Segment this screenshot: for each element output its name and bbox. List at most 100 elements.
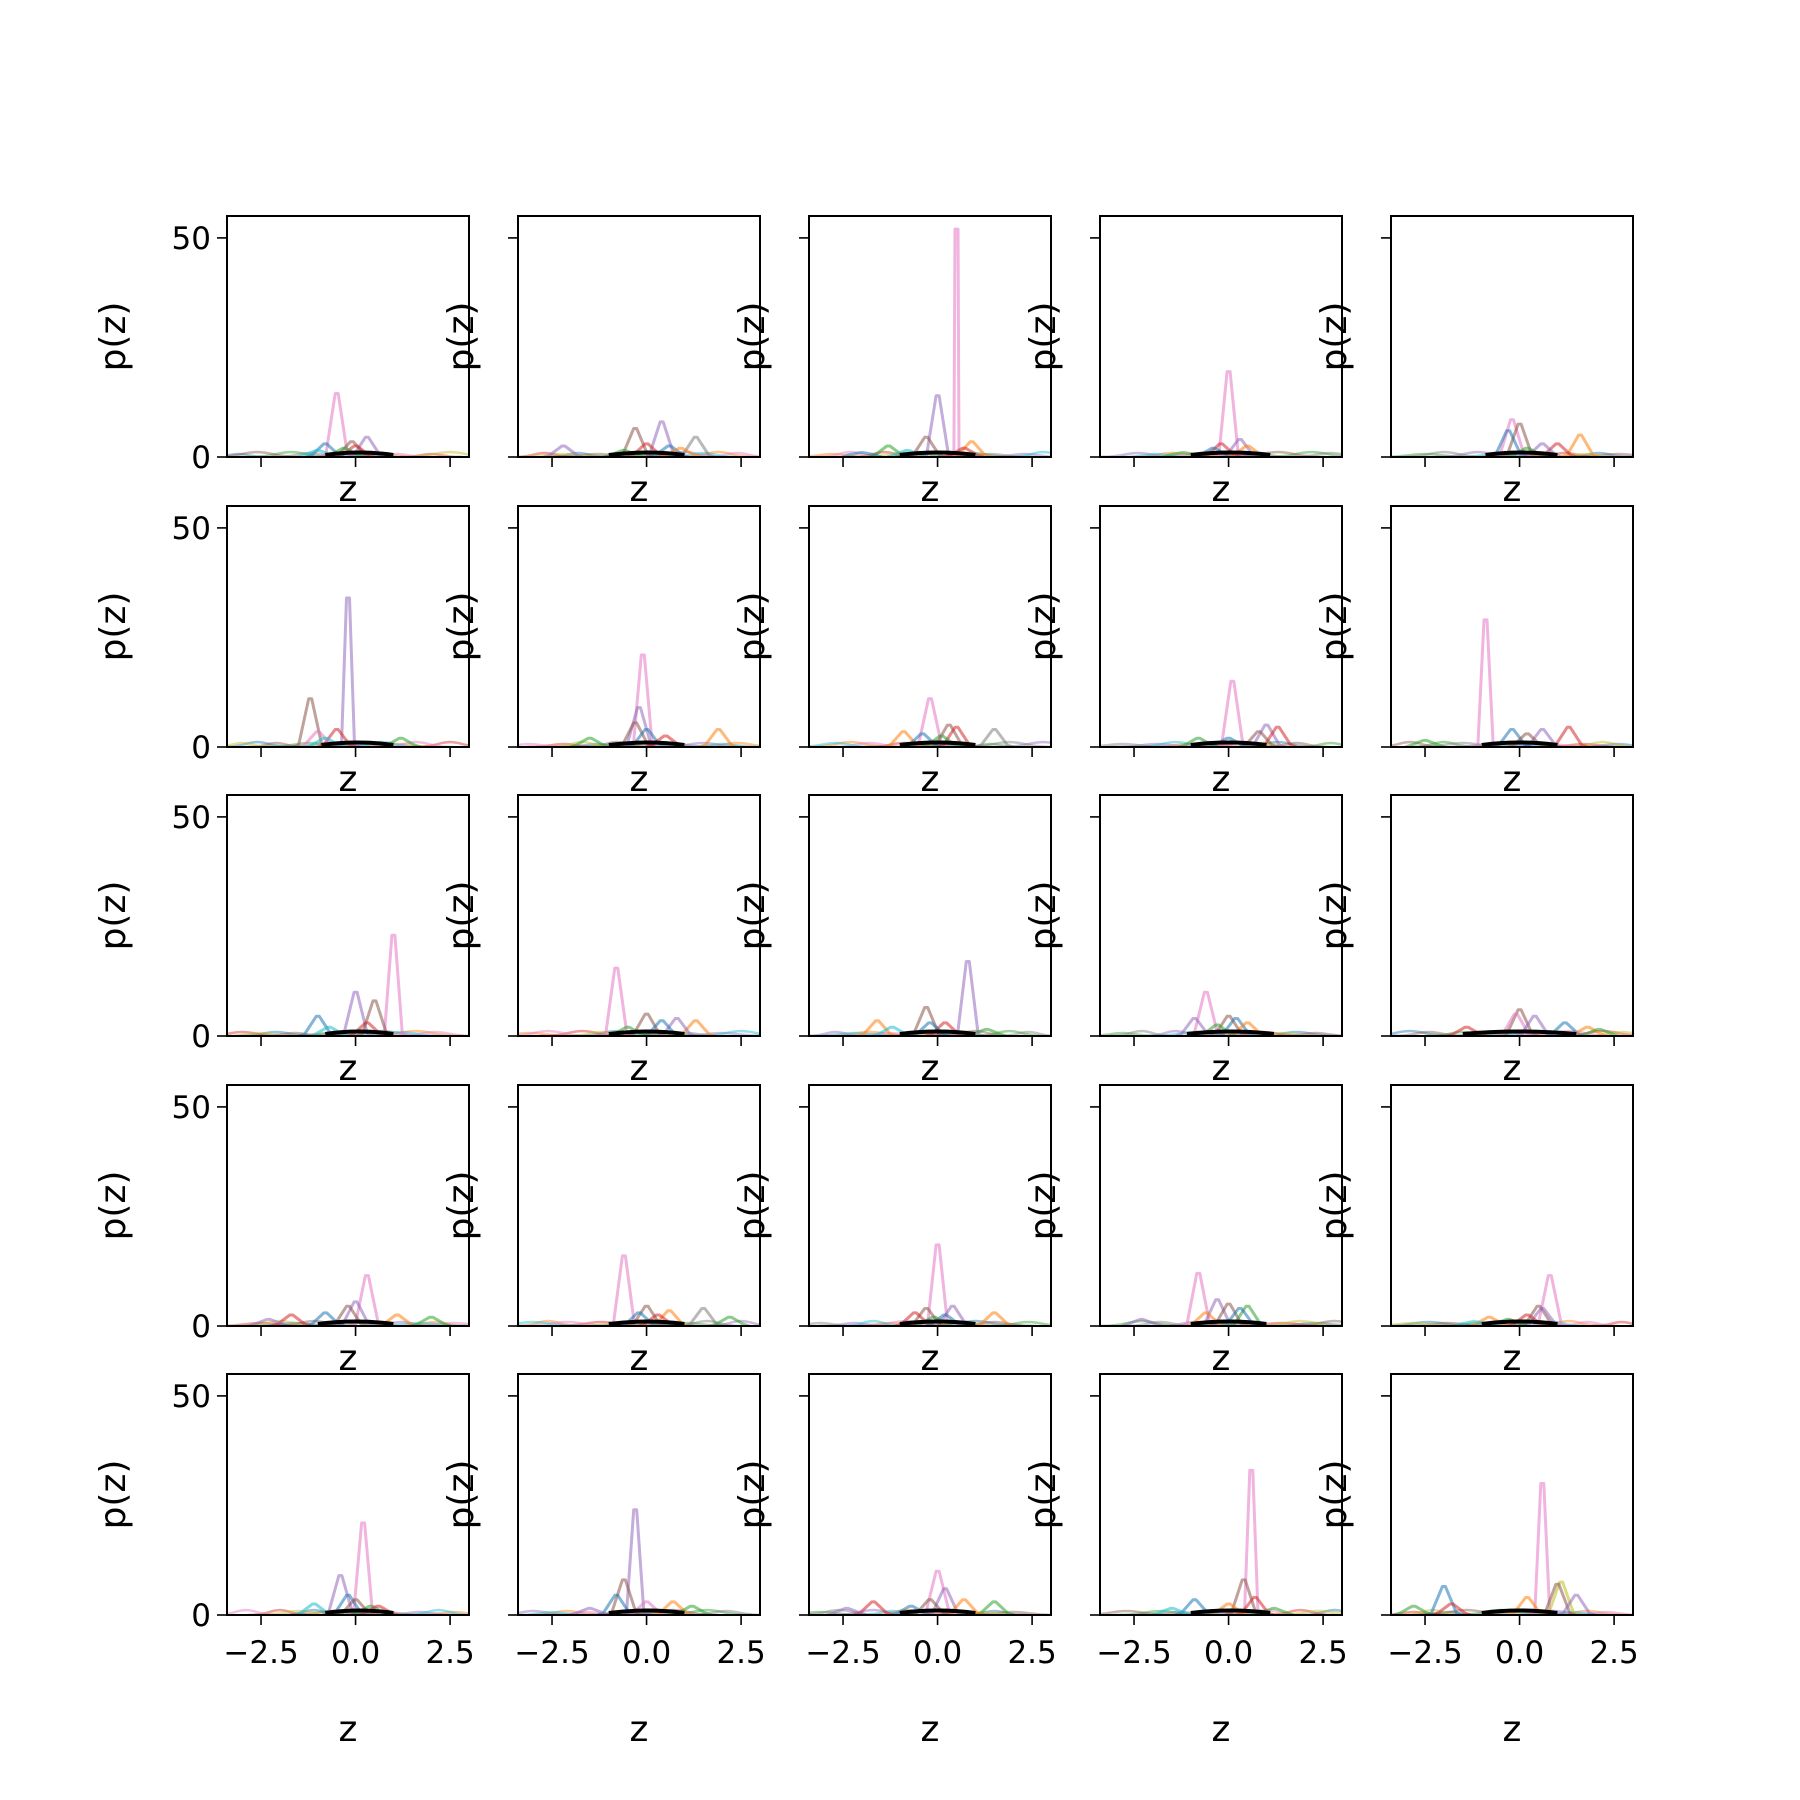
y-tick-label: 0 [191, 1019, 211, 1055]
subplot-5-2: −2.5 0.0 2.5 p(z) z [441, 1373, 766, 1750]
y-axis-label: p(z) [93, 881, 134, 951]
posterior-spike [569, 736, 610, 747]
y-tick-label: 50 [172, 221, 211, 257]
posterior-spike [887, 448, 928, 457]
posterior-spike [891, 1604, 932, 1615]
y-axis-label: p(z) [441, 1171, 482, 1241]
subplot-4-2: p(z) z [441, 1084, 761, 1379]
x-axis-label: z [630, 1338, 649, 1379]
y-tick-label: 0 [191, 1598, 211, 1634]
y-tick-label: 50 [172, 800, 211, 836]
axes-frame [517, 215, 761, 458]
y-tick-label: 0 [191, 1309, 211, 1345]
posterior-spike [569, 1606, 610, 1615]
x-axis-label: z [1212, 759, 1231, 800]
posterior-spike [1578, 1027, 1620, 1036]
x-axis-label: z [630, 469, 649, 510]
x-axis-label: z [1503, 469, 1522, 510]
x-tick-label: −2.5 [1387, 1635, 1462, 1671]
axes-frame [1099, 794, 1343, 1037]
subplot-2-2: p(z) z [441, 505, 761, 800]
y-axis-label: p(z) [1314, 302, 1355, 372]
axes-frame [808, 215, 1052, 458]
posterior-spike [1545, 1021, 1585, 1036]
posterior-spike [305, 736, 346, 747]
subplot-3-4: p(z) z [1023, 794, 1343, 1089]
posterior-spike [271, 1313, 312, 1326]
y-axis-label: p(z) [732, 1171, 773, 1241]
y-axis-label: p(z) [732, 881, 773, 951]
y-axis-label: p(z) [93, 302, 134, 372]
subplot-1-3: p(z) z [732, 215, 1052, 510]
posterior-spike [305, 1311, 346, 1326]
x-tick-label: 2.5 [425, 1635, 474, 1671]
y-axis-label: p(z) [732, 592, 773, 662]
y-axis-label: p(z) [1023, 302, 1064, 372]
posterior-spike [1209, 1302, 1248, 1326]
x-axis-label: z [921, 1709, 940, 1750]
x-axis-label: z [1503, 1338, 1522, 1379]
subplot-5-3: −2.5 0.0 2.5 p(z) z [732, 1373, 1057, 1750]
posterior-spike [709, 1315, 750, 1326]
x-tick-label: −2.5 [805, 1635, 880, 1671]
posterior-spike [921, 734, 962, 747]
x-tick-label: 2.5 [716, 1635, 765, 1671]
y-axis-label: p(z) [1023, 592, 1064, 662]
posterior-spike [1121, 1317, 1162, 1326]
reference-density [608, 1029, 685, 1036]
posterior-spike [1209, 1014, 1249, 1036]
posterior-spike [841, 451, 883, 457]
x-axis-label: z [339, 1338, 358, 1379]
posterior-spike [974, 728, 1014, 747]
axes-frame [226, 1373, 470, 1616]
posterior-spike [626, 728, 667, 747]
posterior-spike [660, 446, 701, 457]
reference-density [1190, 1608, 1271, 1615]
reference-density [1186, 1029, 1275, 1036]
axes-frame [517, 505, 761, 748]
axes-frame [808, 794, 1052, 1037]
axes-frame [1390, 1373, 1634, 1616]
reference-density [899, 740, 976, 747]
reference-density [608, 740, 685, 747]
reference-density [608, 450, 685, 457]
x-tick-label: 0.0 [1495, 1635, 1544, 1671]
x-axis-label: z [1212, 469, 1231, 510]
x-axis-label: z [630, 1048, 649, 1089]
axes-frame [517, 1373, 761, 1616]
subplot-grid: 0 50 p(z) z p(z) z p(z) z p(z) z p(z) z 0 50 p(z) z p(z)… [93, 215, 1639, 1750]
posterior-spike [657, 1017, 697, 1036]
subplot-3-3: p(z) z [732, 794, 1052, 1089]
x-axis-label: z [1503, 759, 1522, 800]
x-axis-label: z [1212, 1709, 1231, 1750]
x-tick-label: −2.5 [223, 1635, 298, 1671]
x-axis-label: z [630, 1709, 649, 1750]
reference-density [1190, 1319, 1267, 1326]
posterior-spike [1216, 1017, 1256, 1036]
posterior-spike [543, 444, 584, 457]
posterior-spike [951, 440, 992, 457]
posterior-spike [1208, 736, 1249, 747]
subplot-1-4: p(z) z [1023, 215, 1343, 510]
subplot-4-3: p(z) z [732, 1084, 1052, 1379]
axes-frame [808, 1373, 1052, 1616]
y-axis-label: p(z) [93, 592, 134, 662]
x-axis-label: z [1503, 1048, 1522, 1089]
reference-density [608, 1319, 685, 1326]
y-axis-label: p(z) [93, 1171, 134, 1241]
x-axis-label: z [921, 1048, 940, 1089]
axes-frame [226, 505, 470, 748]
reference-density [1481, 1608, 1558, 1615]
x-tick-label: −2.5 [514, 1635, 589, 1671]
posterior-spike [248, 1317, 289, 1326]
x-tick-label: −2.5 [1096, 1635, 1171, 1671]
reference-density [1485, 450, 1558, 457]
reference-density [321, 740, 394, 747]
posterior-spike [1492, 728, 1532, 747]
subplot-5-1: 0 50 −2.5 0.0 2.5 p(z) z [93, 1373, 475, 1750]
axes-frame [808, 1084, 1052, 1327]
axes-frame [226, 794, 470, 1037]
posterior-spike [913, 1315, 954, 1326]
